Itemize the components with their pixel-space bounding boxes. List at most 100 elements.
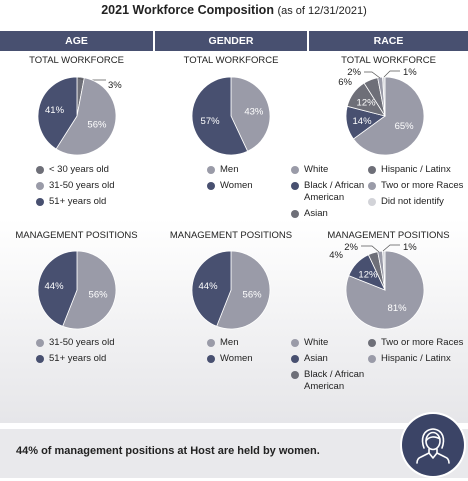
legend-label: 51+ years old xyxy=(49,353,107,364)
slice-label: 12% xyxy=(358,269,378,280)
slice-label: 81% xyxy=(388,303,408,314)
slice-label: 43% xyxy=(244,106,264,117)
slice-label: 57% xyxy=(201,116,221,127)
woman-avatar-icon xyxy=(402,414,464,476)
legend-label: Hispanic / Latinx xyxy=(381,353,451,364)
gender-total-label: TOTAL WORKFORCE xyxy=(183,55,279,66)
gender-mgmt-label: MANAGEMENT POSITIONS xyxy=(169,230,293,241)
pie-slice xyxy=(191,250,232,327)
leader-line xyxy=(361,245,380,253)
pie-slice xyxy=(382,250,386,291)
legend-swatch xyxy=(291,182,299,190)
legend-label: White xyxy=(304,164,329,175)
legend-label: Asian xyxy=(304,353,328,364)
race-mgmt-legend-left: White Asian Black / African American xyxy=(291,337,371,397)
legend-label: 31-50 years old xyxy=(49,337,115,348)
pie-chart-gender-1: 43% 57% xyxy=(191,76,271,156)
slice-label: 56% xyxy=(89,290,109,301)
slice-label: 65% xyxy=(395,121,415,132)
pie-slice xyxy=(37,76,78,150)
slice-label: 56% xyxy=(243,290,263,301)
legend-label: 31-50 years old xyxy=(49,180,115,191)
title-text: 2021 Workforce Composition xyxy=(101,3,274,17)
gender-mgmt-legend: Men Women xyxy=(207,337,253,369)
legend-swatch xyxy=(291,339,299,347)
slice-label: 14% xyxy=(353,116,373,127)
legend-swatch xyxy=(36,182,44,190)
slice-label: 12% xyxy=(357,98,377,109)
pie-slice xyxy=(37,250,78,327)
legend-swatch xyxy=(36,166,44,174)
legend-swatch xyxy=(207,355,215,363)
legend-label: Two or more Races xyxy=(381,337,464,348)
age-total-legend: < 30 years old 31-50 years old 51+ years… xyxy=(36,164,114,212)
race-mgmt-legend-right: Two or more Races Hispanic / Latinx xyxy=(368,337,468,369)
leader-line xyxy=(383,70,400,78)
legend-label: Men xyxy=(220,337,239,348)
legend-label: Asian xyxy=(304,208,328,219)
legend-swatch xyxy=(368,166,376,174)
legend-swatch xyxy=(368,355,376,363)
legend-swatch xyxy=(291,371,299,379)
legend-swatch xyxy=(207,339,215,347)
slice-label: 4% xyxy=(329,250,343,261)
slice-label: 44% xyxy=(45,281,65,292)
gender-total-legend: Men Women xyxy=(207,164,253,196)
slice-label: 3% xyxy=(108,80,122,91)
legend-label: White xyxy=(304,337,329,348)
age-mgmt-label: MANAGEMENT POSITIONS xyxy=(15,230,138,241)
legend-label: Women xyxy=(220,180,253,191)
legend-label: Hispanic / Latinx xyxy=(381,164,451,175)
leader-line xyxy=(382,244,400,252)
pie-chart-age-0: 3% 56% 41% xyxy=(37,76,122,156)
legend-label: Black / African American xyxy=(304,180,365,203)
race-mgmt-label: MANAGEMENT POSITIONS xyxy=(327,230,450,241)
legend-swatch xyxy=(291,166,299,174)
legend-label: Two or more Races xyxy=(381,180,464,191)
legend-swatch xyxy=(368,182,376,190)
legend-label: Men xyxy=(220,164,239,175)
pie-slice xyxy=(230,76,271,152)
legend-swatch xyxy=(36,198,44,206)
race-total-label: TOTAL WORKFORCE xyxy=(341,55,436,66)
header-gender: GENDER xyxy=(155,31,307,51)
leader-line xyxy=(364,71,381,79)
race-total-legend-left: White Black / African American Asian xyxy=(291,164,371,224)
slice-label: 2% xyxy=(347,67,361,78)
footer-callout: 44% of management positions at Host are … xyxy=(0,429,468,478)
pie-slice xyxy=(191,76,249,156)
page-title: 2021 Workforce Composition (as of 12/31/… xyxy=(0,1,468,20)
pie-slice xyxy=(382,76,386,117)
race-total-legend-right: Hispanic / Latinx Two or more Races Did … xyxy=(368,164,468,212)
footer-text: 44% of management positions at Host are … xyxy=(16,445,320,457)
legend-label: 51+ years old xyxy=(49,196,107,207)
title-subtitle: (as of 12/31/2021) xyxy=(277,5,367,17)
pie-chart-race-5: 81% 12% 4%2% 1% xyxy=(329,242,425,330)
legend-swatch xyxy=(368,339,376,347)
legend-swatch xyxy=(207,166,215,174)
pie-slice xyxy=(62,250,117,330)
slice-label: 41% xyxy=(45,105,65,116)
slice-label: 44% xyxy=(199,281,219,292)
slice-label: 6% xyxy=(338,77,352,88)
legend-swatch xyxy=(36,355,44,363)
pie-slice xyxy=(216,250,271,330)
pie-chart-race-2: 65% 14% 12% 6%2% 1% xyxy=(338,67,425,156)
header-age: AGE xyxy=(0,31,153,51)
legend-swatch xyxy=(207,182,215,190)
legend-label: Black / African American xyxy=(304,369,365,392)
pie-slice xyxy=(55,77,117,156)
slice-label: 1% xyxy=(403,242,417,253)
pie-slice xyxy=(352,76,425,156)
legend-label: Did not identify xyxy=(381,196,444,207)
slice-label: 56% xyxy=(87,119,107,130)
header-race: RACE xyxy=(309,31,468,51)
legend-swatch xyxy=(291,355,299,363)
legend-label: < 30 years old xyxy=(49,164,109,175)
pie-chart-age-3: 56% 44% xyxy=(37,250,117,330)
slice-label: 1% xyxy=(403,67,417,78)
slice-label: 2% xyxy=(344,242,358,253)
age-total-label: TOTAL WORKFORCE xyxy=(29,55,124,66)
legend-swatch xyxy=(368,198,376,206)
